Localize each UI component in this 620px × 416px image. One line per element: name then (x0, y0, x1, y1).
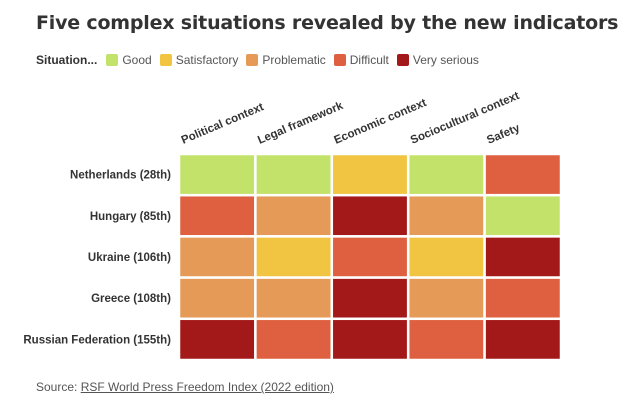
heatmap-cell-hungary-85th-economic-context (330, 193, 410, 238)
heatmap-cell-greece-108th-legal-framework (254, 276, 334, 321)
row-label-hungary-85th: Hungary (85th) (90, 211, 171, 223)
heatmap-cell-netherlands-28th-sociocultural-context (406, 152, 486, 197)
heatmap-cell-hungary-85th-sociocultural-context (406, 193, 486, 238)
legend-item-good: Good (106, 53, 152, 67)
heatmap-cell-greece-108th-economic-context (330, 276, 410, 321)
legend-item-satisfactory: Satisfactory (159, 53, 239, 67)
legend-label-satisfactory: Satisfactory (175, 53, 239, 67)
column-label-safety: Safety (485, 122, 522, 147)
heatmap-cell-hungary-85th-political-context (177, 193, 257, 238)
heatmap-cell-netherlands-28th-economic-context (330, 152, 410, 197)
legend-title: Situation... (36, 53, 98, 67)
legend: Situation... Good Satisfactory Problemat… (36, 52, 487, 68)
column-label-legal-framework: Legal framework (256, 100, 345, 147)
legend-label-good: Good (122, 53, 152, 67)
legend-swatch-difficult (333, 54, 346, 66)
row-label-ukraine-106th: Ukraine (106th) (88, 252, 171, 264)
legend-swatch-satisfactory (159, 54, 172, 66)
heatmap-cell-greece-108th-political-context (177, 276, 257, 321)
heatmap-cell-ukraine-106th-economic-context (330, 235, 410, 279)
legend-item-problematic: Problematic (246, 53, 326, 67)
heatmap-cell-russian-federation-155th-legal-framework (254, 317, 334, 362)
heatmap-cell-netherlands-28th-legal-framework (254, 152, 334, 197)
legend-label-problematic: Problematic (262, 53, 326, 67)
source-line: Source: RSF World Press Freedom Index (2… (36, 380, 334, 394)
heatmap-cell-ukraine-106th-safety (483, 235, 563, 279)
source-link[interactable]: RSF World Press Freedom Index (2022 edit… (80, 380, 334, 394)
legend-swatch-good (106, 54, 119, 66)
row-label-greece-108th: Greece (108th) (91, 293, 171, 305)
heatmap-cell-netherlands-28th-safety (483, 152, 563, 197)
heatmap-cell-greece-108th-sociocultural-context (406, 276, 486, 321)
row-label-netherlands-28th: Netherlands (28th) (70, 170, 171, 182)
heatmap-cell-greece-108th-safety (483, 276, 563, 321)
legend-swatch-problematic (246, 54, 259, 66)
row-label-russian-federation-155th: Russian Federation (155th) (23, 334, 171, 346)
legend-item-difficult: Difficult (333, 53, 389, 67)
legend-label-very-serious: Very serious (412, 53, 479, 67)
heatmap-cell-russian-federation-155th-political-context (177, 317, 257, 362)
heatmap-cell-hungary-85th-legal-framework (254, 193, 334, 238)
column-label-political-context: Political context (180, 101, 266, 147)
legend-swatch-very-serious (396, 54, 409, 66)
legend-item-very-serious: Very serious (396, 53, 479, 67)
heatmap-cell-netherlands-28th-political-context (177, 152, 257, 197)
heatmap-cell-ukraine-106th-legal-framework (254, 235, 334, 279)
heatmap-cell-ukraine-106th-political-context (177, 235, 257, 279)
chart-title: Five complex situations revealed by the … (36, 12, 619, 34)
heatmap-cell-russian-federation-155th-safety (483, 317, 563, 362)
heatmap-cell-hungary-85th-safety (483, 193, 563, 238)
heatmap-cell-ukraine-106th-sociocultural-context (406, 235, 486, 279)
source-prefix: Source: (36, 380, 78, 394)
legend-label-difficult: Difficult (349, 53, 389, 67)
heatmap-cell-russian-federation-155th-sociocultural-context (406, 317, 486, 362)
heatmap-cell-russian-federation-155th-economic-context (330, 317, 410, 362)
